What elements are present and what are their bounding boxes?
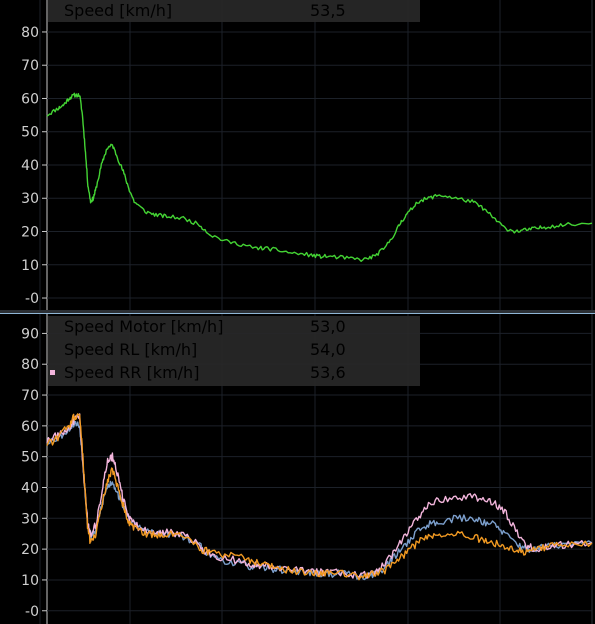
legend-label-speed-motor: Speed Motor [km/h] <box>64 317 224 336</box>
panel-divider[interactable] <box>0 310 595 313</box>
lower-chart-ytick-label-6: 30 <box>21 511 39 527</box>
lower-chart-series-line-0[interactable] <box>46 420 593 581</box>
active-series-marker <box>50 370 55 375</box>
legend-row-speed-rr[interactable]: Speed RR [km/h] 53,6 <box>48 362 420 384</box>
lower-chart-ytick-label-3: 60 <box>21 419 39 435</box>
upper-chart-ytick-label-1: 70 <box>21 58 39 74</box>
legend-label-speed-rr: Speed RR [km/h] <box>64 363 200 382</box>
legend-value-speed-rr: 53,6 <box>310 363 346 382</box>
upper-chart-ytick-label-5: 30 <box>21 191 39 207</box>
lower-chart-ytick-label-7: 20 <box>21 542 39 558</box>
upper-chart-ytick-label-6: 20 <box>21 225 39 241</box>
legend-label-speed-rl: Speed RL [km/h] <box>64 340 198 359</box>
upper-chart-ytick-label-7: 10 <box>21 258 39 274</box>
legend-value-speed-motor: 53,0 <box>310 317 346 336</box>
upper-chart-ytick-label-0: 80 <box>21 25 39 41</box>
lower-chart-ytick-label-5: 40 <box>21 480 39 496</box>
legend-row-speed[interactable]: Speed [km/h] 53,5 <box>48 0 420 22</box>
upper-chart-series-line-0[interactable] <box>46 92 593 262</box>
lower-chart-ytick-label-9: -0 <box>25 604 39 620</box>
lower-chart-series-line-1[interactable] <box>46 413 593 579</box>
lower-chart-series-line-2[interactable] <box>46 413 593 581</box>
lower-chart-ytick-label-1: 80 <box>21 357 39 373</box>
legend-value-speed: 53,5 <box>310 1 346 20</box>
lower-chart-ytick-label-8: 10 <box>21 573 39 589</box>
upper-chart-ytick-label-4: 40 <box>21 158 39 174</box>
upper-chart-ytick-label-8: -0 <box>25 291 39 307</box>
lower-chart-ytick-label-2: 70 <box>21 388 39 404</box>
legend-value-speed-rl: 54,0 <box>310 340 346 359</box>
lower-chart-ytick-label-0: 90 <box>21 326 39 342</box>
upper-legend: Speed [km/h] 53,5 <box>48 0 420 22</box>
panel-divider-highlight <box>0 313 595 314</box>
legend-row-speed-motor[interactable]: Speed Motor [km/h] 53,0 <box>48 316 420 338</box>
upper-chart-ytick-label-3: 50 <box>21 125 39 141</box>
lower-chart-ytick-label-4: 50 <box>21 450 39 466</box>
legend-label-speed: Speed [km/h] <box>64 1 173 20</box>
legend-row-speed-rl[interactable]: Speed RL [km/h] 54,0 <box>48 339 420 361</box>
upper-chart-ytick-label-2: 60 <box>21 91 39 107</box>
upper-chart-plot[interactable]: 80 70 60 50 40 30 20 10 -0 <box>0 0 595 312</box>
lower-legend: Speed Motor [km/h] 53,0 Speed RL [km/h] … <box>48 316 420 386</box>
